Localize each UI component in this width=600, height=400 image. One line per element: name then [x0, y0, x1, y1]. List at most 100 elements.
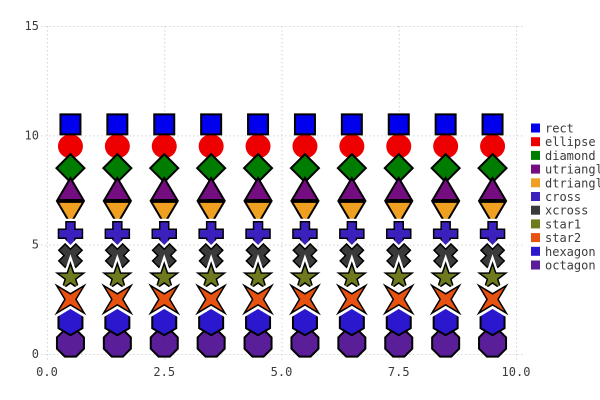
y-tick-label-0: 0	[32, 347, 39, 361]
marker-cross	[292, 220, 318, 247]
marker-dtriangle	[55, 200, 86, 226]
marker-utriangle	[290, 176, 320, 201]
legend: rectellipsediamondutriangledtrianglecros…	[531, 122, 600, 273]
marker-star1	[477, 261, 509, 291]
legend-label-cross: cross	[545, 190, 581, 204]
marker-rect	[153, 113, 176, 136]
legend-item-diamond: diamond	[531, 149, 596, 163]
marker-star2	[242, 283, 275, 316]
legend-item-xcross: xcross	[531, 204, 588, 218]
marker-star1	[383, 261, 415, 291]
marker-star2	[288, 283, 321, 316]
legend-item-cross: cross	[531, 190, 581, 204]
marker-octagon	[102, 328, 132, 358]
marker-cross	[432, 220, 459, 247]
marker-utriangle	[383, 176, 414, 201]
legend-item-utriangle: utriangle	[531, 163, 600, 177]
marker-rect	[340, 113, 363, 136]
legend-item-star1: star1	[531, 217, 581, 231]
x-tick-label-5.0: 5.0	[271, 365, 293, 379]
marker-cross	[198, 220, 224, 247]
marker-star2	[101, 283, 134, 316]
legend-label-dtriangle: dtriangle	[545, 176, 600, 190]
marker-rect	[387, 113, 410, 136]
marker-ellipse	[245, 134, 271, 159]
legend-label-utriangle: utriangle	[545, 163, 600, 177]
series-utriangle-markers	[55, 176, 508, 201]
marker-octagon	[384, 328, 414, 358]
x-tick-label-7.5: 7.5	[388, 365, 410, 379]
marker-dtriangle	[243, 200, 273, 226]
marker-octagon	[337, 328, 367, 358]
marker-utriangle	[430, 176, 461, 201]
marker-rect	[481, 113, 504, 136]
marker-dtriangle	[290, 200, 320, 226]
legend-swatch-star1	[531, 219, 540, 229]
marker-dtriangle	[196, 200, 226, 226]
legend-item-rect: rect	[531, 122, 574, 136]
marker-rect	[434, 113, 457, 136]
y-tick-label-5: 5	[32, 238, 39, 252]
y-tick-label-15: 15	[25, 19, 39, 33]
series-octagon-markers	[55, 328, 508, 358]
x-tick-label-2.5: 2.5	[153, 365, 175, 379]
series-star1-markers	[48, 254, 515, 297]
marker-star2	[195, 283, 228, 316]
marker-dtriangle	[337, 200, 367, 226]
legend-label-rect: rect	[545, 122, 574, 136]
marker-ellipse	[104, 134, 130, 159]
marker-cross	[339, 220, 365, 247]
marker-ellipse	[151, 134, 177, 159]
legend-swatch-ellipse	[531, 137, 540, 147]
series-rect-markers	[59, 113, 504, 136]
legend-swatch-dtriangle	[531, 178, 540, 188]
legend-label-xcross: xcross	[545, 204, 588, 218]
marker-star2	[148, 283, 181, 316]
marker-dtriangle	[430, 200, 461, 226]
marker-octagon	[290, 328, 320, 358]
marker-octagon	[55, 328, 85, 358]
marker-octagon	[243, 328, 273, 358]
marker-star2	[54, 283, 87, 316]
marker-octagon	[196, 328, 226, 358]
marker-cross	[104, 220, 131, 247]
series-star2-markers	[46, 275, 517, 324]
marker-rect	[106, 113, 129, 136]
marker-ellipse	[198, 134, 224, 159]
marker-octagon	[478, 328, 508, 358]
legend-item-hexagon: hexagon	[531, 245, 596, 259]
marker-ellipse	[57, 134, 83, 159]
legend-label-ellipse: ellipse	[545, 135, 596, 149]
legend-swatch-diamond	[531, 150, 540, 160]
marker-utriangle	[102, 176, 133, 201]
legend-label-star1: star1	[545, 217, 581, 231]
marker-utriangle	[477, 176, 508, 201]
legend-item-star2: star2	[531, 231, 581, 245]
legend-swatch-cross	[531, 192, 540, 201]
marker-dtriangle	[102, 200, 133, 226]
legend-swatch-utriangle	[531, 164, 540, 174]
y-axis-tick-labels: 0 5 10 15	[25, 19, 39, 361]
marker-star1	[54, 261, 86, 291]
legend-label-star2: star2	[545, 231, 581, 245]
legend-label-diamond: diamond	[545, 149, 596, 163]
marker-dtriangle	[383, 200, 414, 226]
legend-item-dtriangle: dtriangle	[531, 176, 600, 190]
legend-swatch-star2	[531, 233, 540, 243]
legend-label-octagon: octagon	[545, 259, 596, 273]
legend-swatch-xcross	[531, 205, 540, 215]
marker-star1	[101, 261, 133, 291]
legend-swatch-octagon	[531, 260, 540, 270]
marker-star2	[335, 283, 368, 316]
series-dtriangle-markers	[55, 200, 508, 226]
marker-utriangle	[337, 176, 367, 201]
marker-rect	[293, 113, 316, 136]
marker-octagon	[431, 328, 461, 358]
marker-cross	[57, 220, 84, 247]
y-tick-label-10: 10	[25, 128, 39, 142]
marker-star2	[382, 283, 415, 316]
marker-star1	[336, 261, 368, 291]
x-axis-tick-labels: 0.0 2.5 5.0 7.5 10.0	[36, 365, 530, 379]
